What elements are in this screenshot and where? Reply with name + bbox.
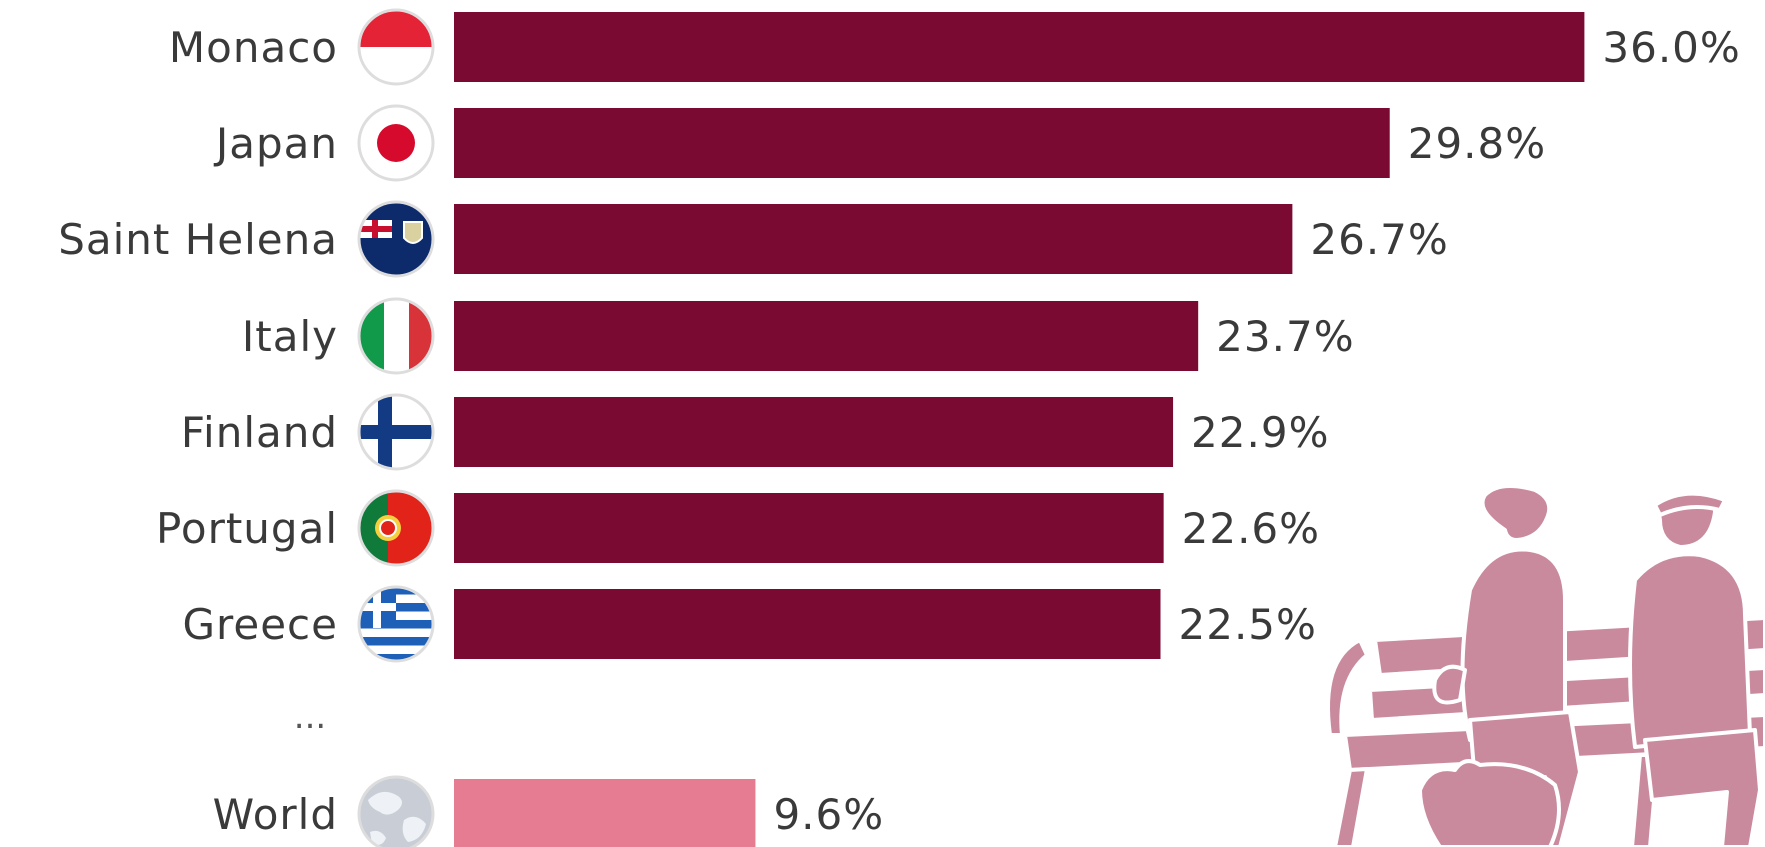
values-group: 36.0% 29.8% 26.7% 23.7% 22.9% 22.6% 22.5% 9.6%	[773, 23, 1740, 839]
value-label-monaco: 36.0%	[1602, 23, 1740, 72]
bar-finland	[454, 397, 1174, 467]
category-label-greece: Greece	[182, 600, 338, 649]
flag-finland-icon	[359, 395, 433, 469]
bar-greece	[454, 589, 1161, 659]
value-label-portugal: 22.6%	[1182, 504, 1320, 553]
globe-icon	[359, 777, 433, 847]
category-label-finland: Finland	[181, 408, 338, 457]
value-label-finland: 22.9%	[1191, 408, 1329, 457]
category-label-japan: Japan	[213, 119, 338, 168]
value-label-japan: 29.8%	[1408, 119, 1546, 168]
seniors-on-bench-illustration	[1326, 484, 1765, 847]
bar-world	[454, 779, 756, 847]
bar-japan	[454, 108, 1390, 178]
bar-portugal	[454, 493, 1164, 563]
bars-group	[454, 12, 1585, 847]
category-label-italy: Italy	[242, 312, 338, 361]
category-label-monaco: Monaco	[169, 23, 338, 72]
flag-saint-helena-icon	[359, 202, 433, 276]
category-label-world: World	[213, 790, 338, 839]
value-label-saint-helena: 26.7%	[1310, 215, 1448, 264]
category-label-saint-helena: Saint Helena	[58, 215, 338, 264]
bar-saint-helena	[454, 204, 1293, 274]
bar-monaco	[454, 12, 1585, 82]
ellipsis-label: ...	[294, 697, 326, 737]
flag-greece-icon	[359, 587, 433, 661]
value-label-greece: 22.5%	[1179, 600, 1317, 649]
value-label-world: 9.6%	[773, 790, 884, 839]
bar-italy	[454, 301, 1199, 371]
flag-japan-icon	[359, 106, 433, 180]
labels-group: Monaco Japan Saint Helena Italy Finland Portu…	[58, 23, 338, 839]
category-label-portugal: Portugal	[156, 504, 338, 553]
value-label-italy: 23.7%	[1216, 312, 1354, 361]
